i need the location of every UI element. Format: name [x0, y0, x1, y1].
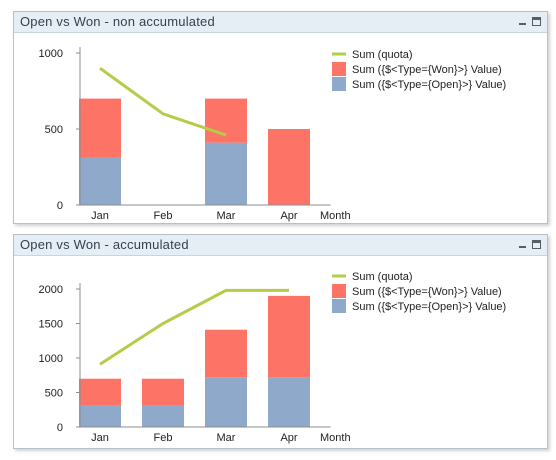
panel-title: Open vs Won - non accumulated: [20, 14, 215, 29]
x-tick-label: Feb: [154, 210, 173, 222]
legend-label: Sum ({$<Type={Won}>} Value): [352, 286, 502, 298]
chart-non-accumulated: 0 500 1000 Jan Feb Mar Apr Month Sum (quota) Sum …: [39, 47, 506, 222]
maximize-icon[interactable]: [532, 17, 541, 26]
maximize-icon[interactable]: [532, 240, 541, 249]
legend-label: Sum (quota): [352, 271, 413, 283]
y-tick-label: 2000: [39, 284, 63, 296]
y-tick-label: 1500: [39, 319, 63, 331]
x-tick-label: Mar: [217, 210, 236, 222]
bar-won-jan: [79, 378, 121, 406]
bar-open-mar: [205, 377, 247, 427]
bar-open-mar: [205, 142, 247, 205]
y-tick-label: 0: [57, 422, 63, 434]
legend-label: Sum (quota): [352, 49, 413, 61]
chart-accumulated: 0 500 1000 1500 2000 Jan Feb Mar Apr Month Sum (qu…: [39, 271, 507, 444]
panel-titlebar: Open vs Won - accumulated: [14, 235, 547, 256]
bar-won-apr: [268, 295, 310, 378]
x-axis-title: Month: [320, 432, 351, 444]
bar-won-jan: [79, 98, 121, 158]
x-tick-label: Jan: [91, 210, 109, 222]
minimize-icon[interactable]: [518, 240, 527, 249]
legend-label: Sum ({$<Type={Won}>} Value): [352, 64, 502, 76]
bar-open-jan: [79, 157, 121, 205]
y-tick-label: 1000: [39, 48, 63, 60]
legend-swatch-open: [332, 299, 346, 313]
series-line-quota: [99, 66, 227, 137]
bar-won-mar: [205, 329, 247, 378]
legend-swatch-won: [332, 284, 346, 298]
panel-titlebar: Open vs Won - non accumulated: [14, 12, 547, 33]
panel-title: Open vs Won - accumulated: [20, 237, 189, 252]
x-tick-label: Jan: [91, 432, 109, 444]
bar-won-feb: [142, 378, 184, 406]
bar-open-jan: [79, 405, 121, 427]
x-axis-title: Month: [320, 210, 351, 222]
legend-label: Sum ({$<Type={Open}>} Value): [352, 79, 506, 91]
legend-label: Sum ({$<Type={Open}>} Value): [352, 301, 506, 313]
x-tick-label: Mar: [217, 432, 236, 444]
y-tick-label: 500: [45, 388, 63, 400]
chart-panel-accumulated: Open vs Won - accumulated 0 500 1000 1500 20…: [13, 234, 548, 449]
bar-open-feb: [142, 405, 184, 427]
chart-panel-non-accumulated: Open vs Won - non accumulated 0 500 1000 Ja…: [13, 11, 548, 224]
y-tick-label: 0: [57, 200, 63, 212]
y-tick-label: 500: [45, 124, 63, 136]
bar-won-apr: [268, 129, 310, 205]
y-tick-label: 1000: [39, 353, 63, 365]
x-tick-label: Apr: [280, 432, 297, 444]
minimize-icon[interactable]: [518, 17, 527, 26]
bar-won-mar: [205, 98, 247, 143]
legend-swatch-won: [332, 62, 346, 76]
x-tick-label: Feb: [154, 432, 173, 444]
bar-open-apr: [268, 377, 310, 427]
series-line-quota: [99, 288, 289, 366]
legend-swatch-open: [332, 77, 346, 91]
x-tick-label: Apr: [280, 210, 297, 222]
